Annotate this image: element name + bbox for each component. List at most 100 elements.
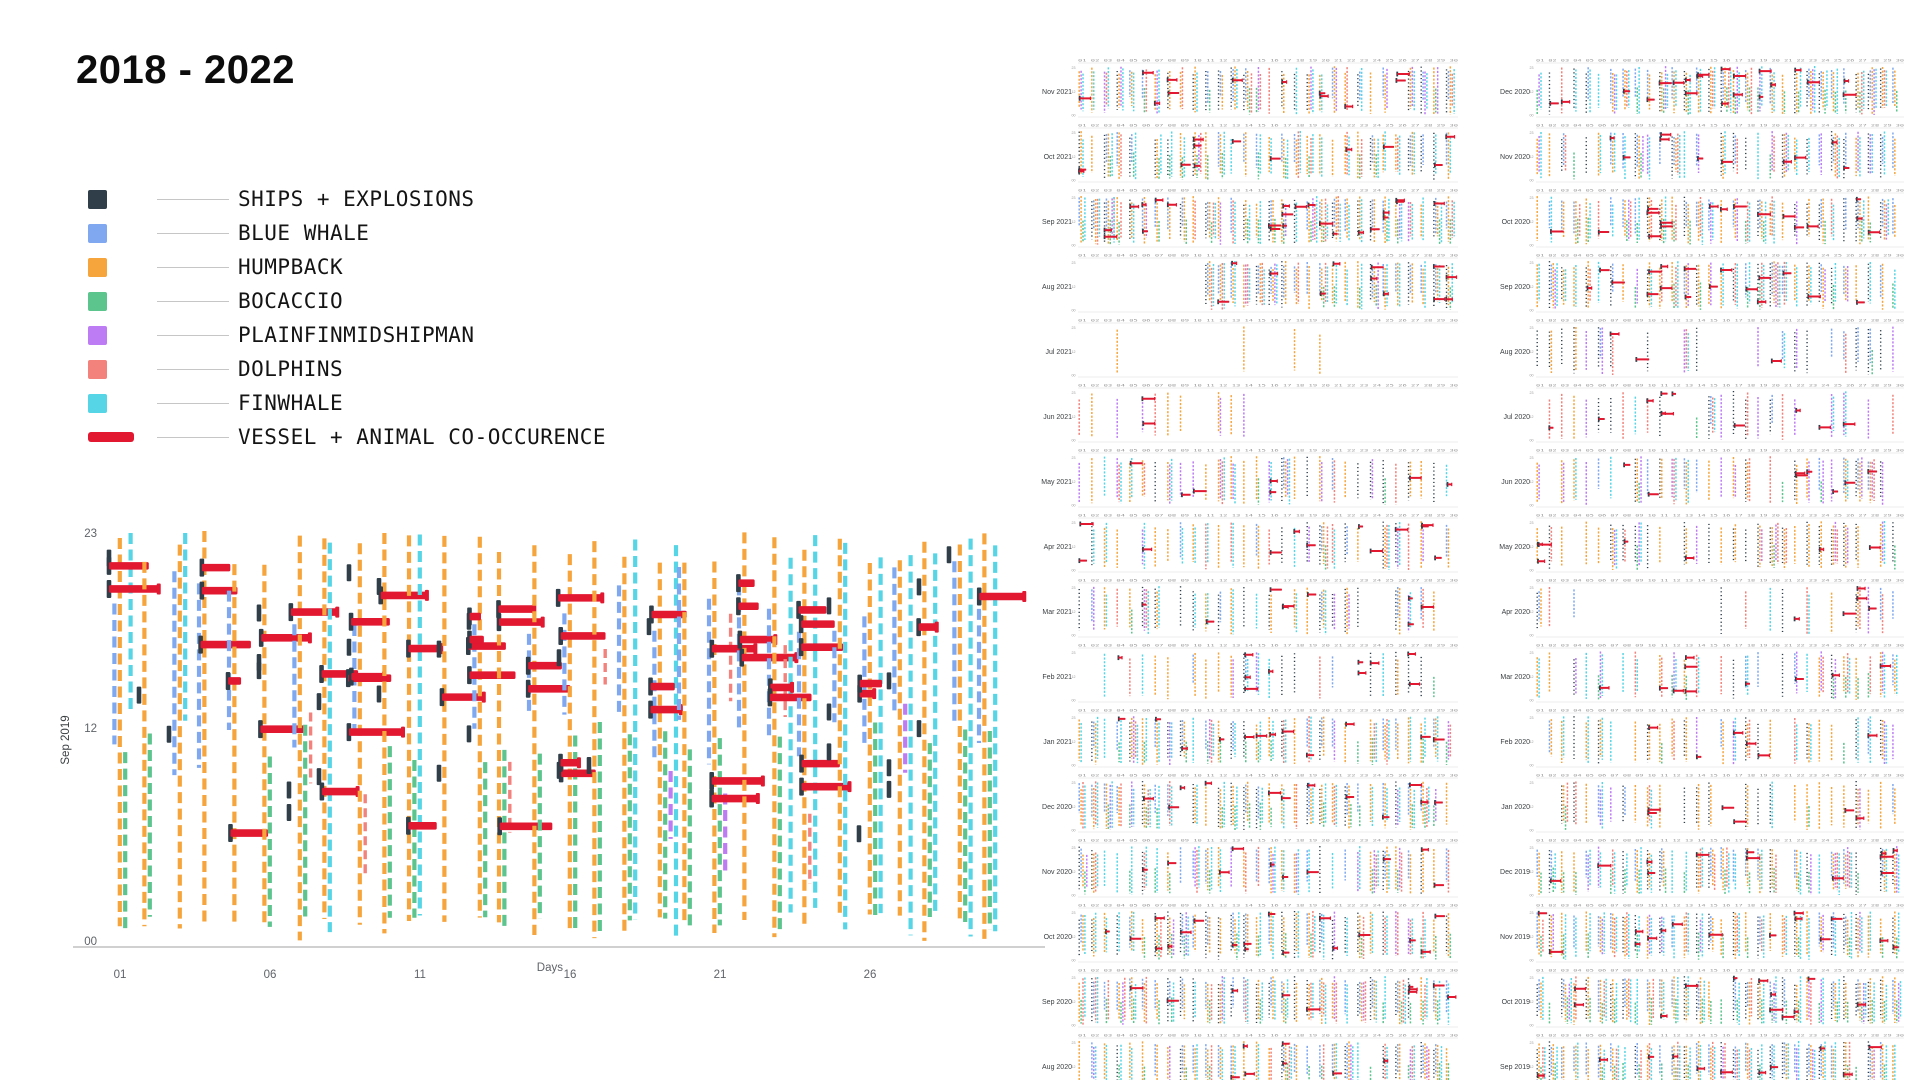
mini-day-ticks: 01 02 03 04 05 06 07 08 09 10 11 12 13 1… xyxy=(1536,774,1904,778)
mini-y-tick: 23 xyxy=(1072,586,1076,590)
mini-month-label: May 2021 xyxy=(1041,479,1072,486)
mini-chart: 01 02 03 04 05 06 07 08 09 10 11 12 13 1… xyxy=(1044,514,1458,573)
finwhale-swatch-icon xyxy=(88,393,107,413)
mini-day-ticks: 01 02 03 04 05 06 07 08 09 10 11 12 13 1… xyxy=(1536,189,1904,193)
humpback-swatch-icon xyxy=(88,257,107,277)
mini-chart: 01 02 03 04 05 06 07 08 09 10 11 12 13 1… xyxy=(1502,969,1904,1028)
mini-y-tick: 00 xyxy=(1072,699,1076,703)
mini-y-tick: 23 xyxy=(1530,846,1534,850)
mini-day-ticks: 01 02 03 04 05 06 07 08 09 10 11 12 13 1… xyxy=(1078,189,1458,193)
mini-day-ticks: 01 02 03 04 05 06 07 08 09 10 11 12 13 1… xyxy=(1536,904,1904,908)
mini-y-tick: 12 xyxy=(1072,805,1076,809)
mini-y-tick: 12 xyxy=(1072,350,1076,354)
mini-chart: 01 02 03 04 05 06 07 08 09 10 11 12 13 1… xyxy=(1502,579,1904,638)
mini-y-tick: 12 xyxy=(1072,285,1076,289)
mini-y-tick: 23 xyxy=(1072,326,1076,330)
main-chart-sep-2019: 23 12 00 Sep 2019 01 06 11 16 21 26 Days xyxy=(60,528,1045,981)
mini-month-label: Nov 2020 xyxy=(1042,869,1072,876)
mini-y-tick: 00 xyxy=(1072,959,1076,963)
mini-chart: 01 02 03 04 05 06 07 08 09 10 11 12 13 1… xyxy=(1500,59,1904,118)
mini-month-label: Apr 2020 xyxy=(1502,609,1531,616)
mini-day-ticks: 01 02 03 04 05 06 07 08 09 10 11 12 13 1… xyxy=(1078,579,1458,583)
x-tick-label: 01 xyxy=(114,969,127,981)
mini-day-ticks: 01 02 03 04 05 06 07 08 09 10 11 12 13 1… xyxy=(1078,384,1458,388)
ships-swatch-icon xyxy=(88,189,107,209)
mini-y-tick: 23 xyxy=(1072,976,1076,980)
mini-day-ticks: 01 02 03 04 05 06 07 08 09 10 11 12 13 1… xyxy=(1536,124,1904,128)
y-tick-00: 00 xyxy=(84,936,97,948)
mini-day-ticks: 01 02 03 04 05 06 07 08 09 10 11 12 13 1… xyxy=(1078,254,1458,258)
legend-item-blue-whale: BLUE WHALE xyxy=(88,216,606,250)
y-axis-title-month: Sep 2019 xyxy=(60,715,72,764)
x-tick-label: 06 xyxy=(264,969,277,981)
mini-day-ticks: 01 02 03 04 05 06 07 08 09 10 11 12 13 1… xyxy=(1536,969,1904,973)
mini-chart: 01 02 03 04 05 06 07 08 09 10 11 12 13 1… xyxy=(1042,1034,1458,1080)
small-multiples-column-2: 01 02 03 04 05 06 07 08 09 10 11 12 13 1… xyxy=(1499,59,1904,1080)
mini-y-tick: 00 xyxy=(1072,504,1076,508)
mini-chart: 01 02 03 04 05 06 07 08 09 10 11 12 13 1… xyxy=(1501,774,1904,833)
mini-month-label: Dec 2019 xyxy=(1500,869,1530,876)
legend-leader-line xyxy=(157,266,229,268)
mini-month-label: Nov 2020 xyxy=(1500,154,1530,161)
mini-month-label: Jul 2021 xyxy=(1046,349,1073,356)
mini-y-tick: 12 xyxy=(1072,870,1076,874)
mini-y-tick: 12 xyxy=(1530,870,1534,874)
mini-y-tick: 00 xyxy=(1072,439,1076,443)
mini-y-tick: 00 xyxy=(1072,829,1076,833)
mini-y-tick: 12 xyxy=(1072,480,1076,484)
mini-y-tick: 23 xyxy=(1072,66,1076,70)
legend-item-finwhale: FINWHALE xyxy=(88,386,606,420)
mini-month-label: Dec 2020 xyxy=(1500,89,1530,96)
mini-month-label: Jun 2021 xyxy=(1043,414,1072,421)
mini-day-ticks: 01 02 03 04 05 06 07 08 09 10 11 12 13 1… xyxy=(1078,59,1458,63)
mini-y-tick: 12 xyxy=(1530,285,1534,289)
dolphins-swatch-icon xyxy=(88,359,107,379)
legend-leader-line xyxy=(157,402,229,404)
legend-label: SHIPS + EXPLOSIONS xyxy=(238,187,475,211)
mini-chart: 01 02 03 04 05 06 07 08 09 10 11 12 13 1… xyxy=(1043,384,1458,443)
legend-leader-line xyxy=(157,232,229,234)
mini-y-tick: 23 xyxy=(1530,326,1534,330)
mini-y-tick: 00 xyxy=(1072,1024,1076,1028)
mini-y-tick: 12 xyxy=(1072,935,1076,939)
mini-y-tick: 00 xyxy=(1530,829,1534,833)
mini-chart: 01 02 03 04 05 06 07 08 09 10 11 12 13 1… xyxy=(1043,709,1458,768)
mini-y-tick: 00 xyxy=(1072,244,1076,248)
mini-y-tick: 12 xyxy=(1530,90,1534,94)
mini-month-label: Dec 2020 xyxy=(1042,804,1072,811)
mini-y-tick: 00 xyxy=(1530,114,1534,118)
mini-y-tick: 23 xyxy=(1530,66,1534,70)
mini-y-tick: 23 xyxy=(1072,911,1076,915)
mini-chart: 01 02 03 04 05 06 07 08 09 10 11 12 13 1… xyxy=(1046,319,1458,378)
mini-chart: 01 02 03 04 05 06 07 08 09 10 11 12 13 1… xyxy=(1042,774,1458,833)
mini-y-tick: 23 xyxy=(1072,196,1076,200)
mini-day-ticks: 01 02 03 04 05 06 07 08 09 10 11 12 13 1… xyxy=(1078,709,1458,713)
legend-item-plainfinmidshipman: PLAINFINMIDSHIPMAN xyxy=(88,318,606,352)
mini-day-ticks: 01 02 03 04 05 06 07 08 09 10 11 12 13 1… xyxy=(1536,644,1904,648)
mini-y-tick: 12 xyxy=(1530,155,1534,159)
mini-day-ticks: 01 02 03 04 05 06 07 08 09 10 11 12 13 1… xyxy=(1536,449,1904,453)
small-multiples-column-1: 01 02 03 04 05 06 07 08 09 10 11 12 13 1… xyxy=(1041,59,1458,1080)
mini-day-ticks: 01 02 03 04 05 06 07 08 09 10 11 12 13 1… xyxy=(1536,319,1904,323)
mini-y-tick: 12 xyxy=(1072,1065,1076,1069)
mini-month-label: Oct 2019 xyxy=(1502,999,1531,1006)
mini-month-label: Sep 2021 xyxy=(1042,219,1072,226)
mini-day-ticks: 01 02 03 04 05 06 07 08 09 10 11 12 13 1… xyxy=(1078,514,1458,518)
mini-day-ticks: 01 02 03 04 05 06 07 08 09 10 11 12 13 1… xyxy=(1536,384,1904,388)
mini-y-tick: 12 xyxy=(1530,220,1534,224)
mini-day-ticks: 01 02 03 04 05 06 07 08 09 10 11 12 13 1… xyxy=(1536,1034,1904,1038)
mini-month-label: Oct 2020 xyxy=(1044,934,1073,941)
mini-chart: 01 02 03 04 05 06 07 08 09 10 11 12 13 1… xyxy=(1042,579,1458,638)
mini-month-label: Sep 2020 xyxy=(1500,284,1530,291)
mini-y-tick: 12 xyxy=(1072,220,1076,224)
mini-y-tick: 00 xyxy=(1072,894,1076,898)
mini-chart: 01 02 03 04 05 06 07 08 09 10 11 12 13 1… xyxy=(1500,839,1904,898)
mini-y-tick: 12 xyxy=(1530,415,1534,419)
mini-month-label: Jan 2020 xyxy=(1501,804,1530,811)
mini-y-tick: 00 xyxy=(1072,374,1076,378)
vessel-cooccurence-swatch-icon xyxy=(88,432,134,442)
mini-chart: 01 02 03 04 05 06 07 08 09 10 11 12 13 1… xyxy=(1042,59,1458,118)
mini-y-tick: 12 xyxy=(1072,610,1076,614)
mini-y-tick: 00 xyxy=(1530,439,1534,443)
mini-y-tick: 00 xyxy=(1072,309,1076,313)
